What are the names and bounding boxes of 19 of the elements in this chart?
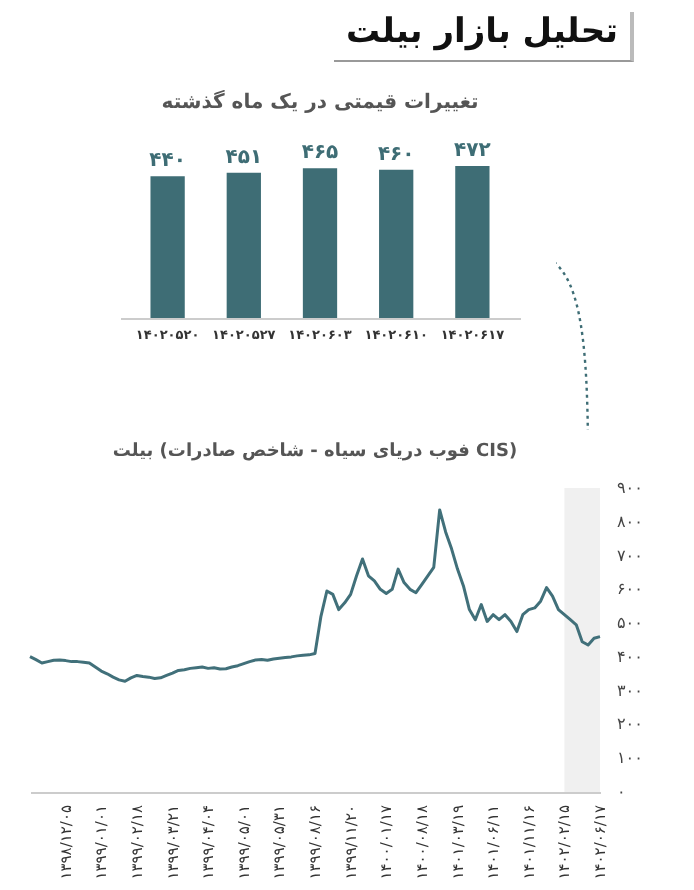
y-tick-label: ۶۰۰ xyxy=(617,580,643,599)
data-label: ۴۴۰ xyxy=(149,150,186,173)
chart-title: تغییرات قیمتی در یک ماه گذشته xyxy=(161,88,479,114)
y-tick-label: ۴۰۰ xyxy=(617,647,643,666)
line-series xyxy=(28,508,602,683)
data-label: ۴۷۲ xyxy=(454,140,491,162)
data-label: ۴۶۵ xyxy=(301,142,339,165)
y-tick-label: ۰ xyxy=(617,783,626,801)
y-tick-label: ۱۰۰ xyxy=(617,749,643,768)
y-tick-label: ۲۰۰ xyxy=(617,715,643,734)
y-tick-label: ۳۰۰ xyxy=(617,681,643,700)
y-tick-label: ۵۰۰ xyxy=(617,614,643,633)
y-tick-label: ۹۰۰ xyxy=(617,479,643,497)
chart-title: بیلت (فوب دریای سیاه - شاخص صادرات CIS) xyxy=(112,442,518,462)
y-tick-label: ۸۰۰ xyxy=(617,512,643,531)
data-label: ۴۵۱ xyxy=(225,146,263,169)
y-tick-label: ۷۰۰ xyxy=(617,546,643,565)
text: تحلیل بازار بیلت xyxy=(334,12,634,62)
data-label: ۴۶۰ xyxy=(377,143,415,166)
